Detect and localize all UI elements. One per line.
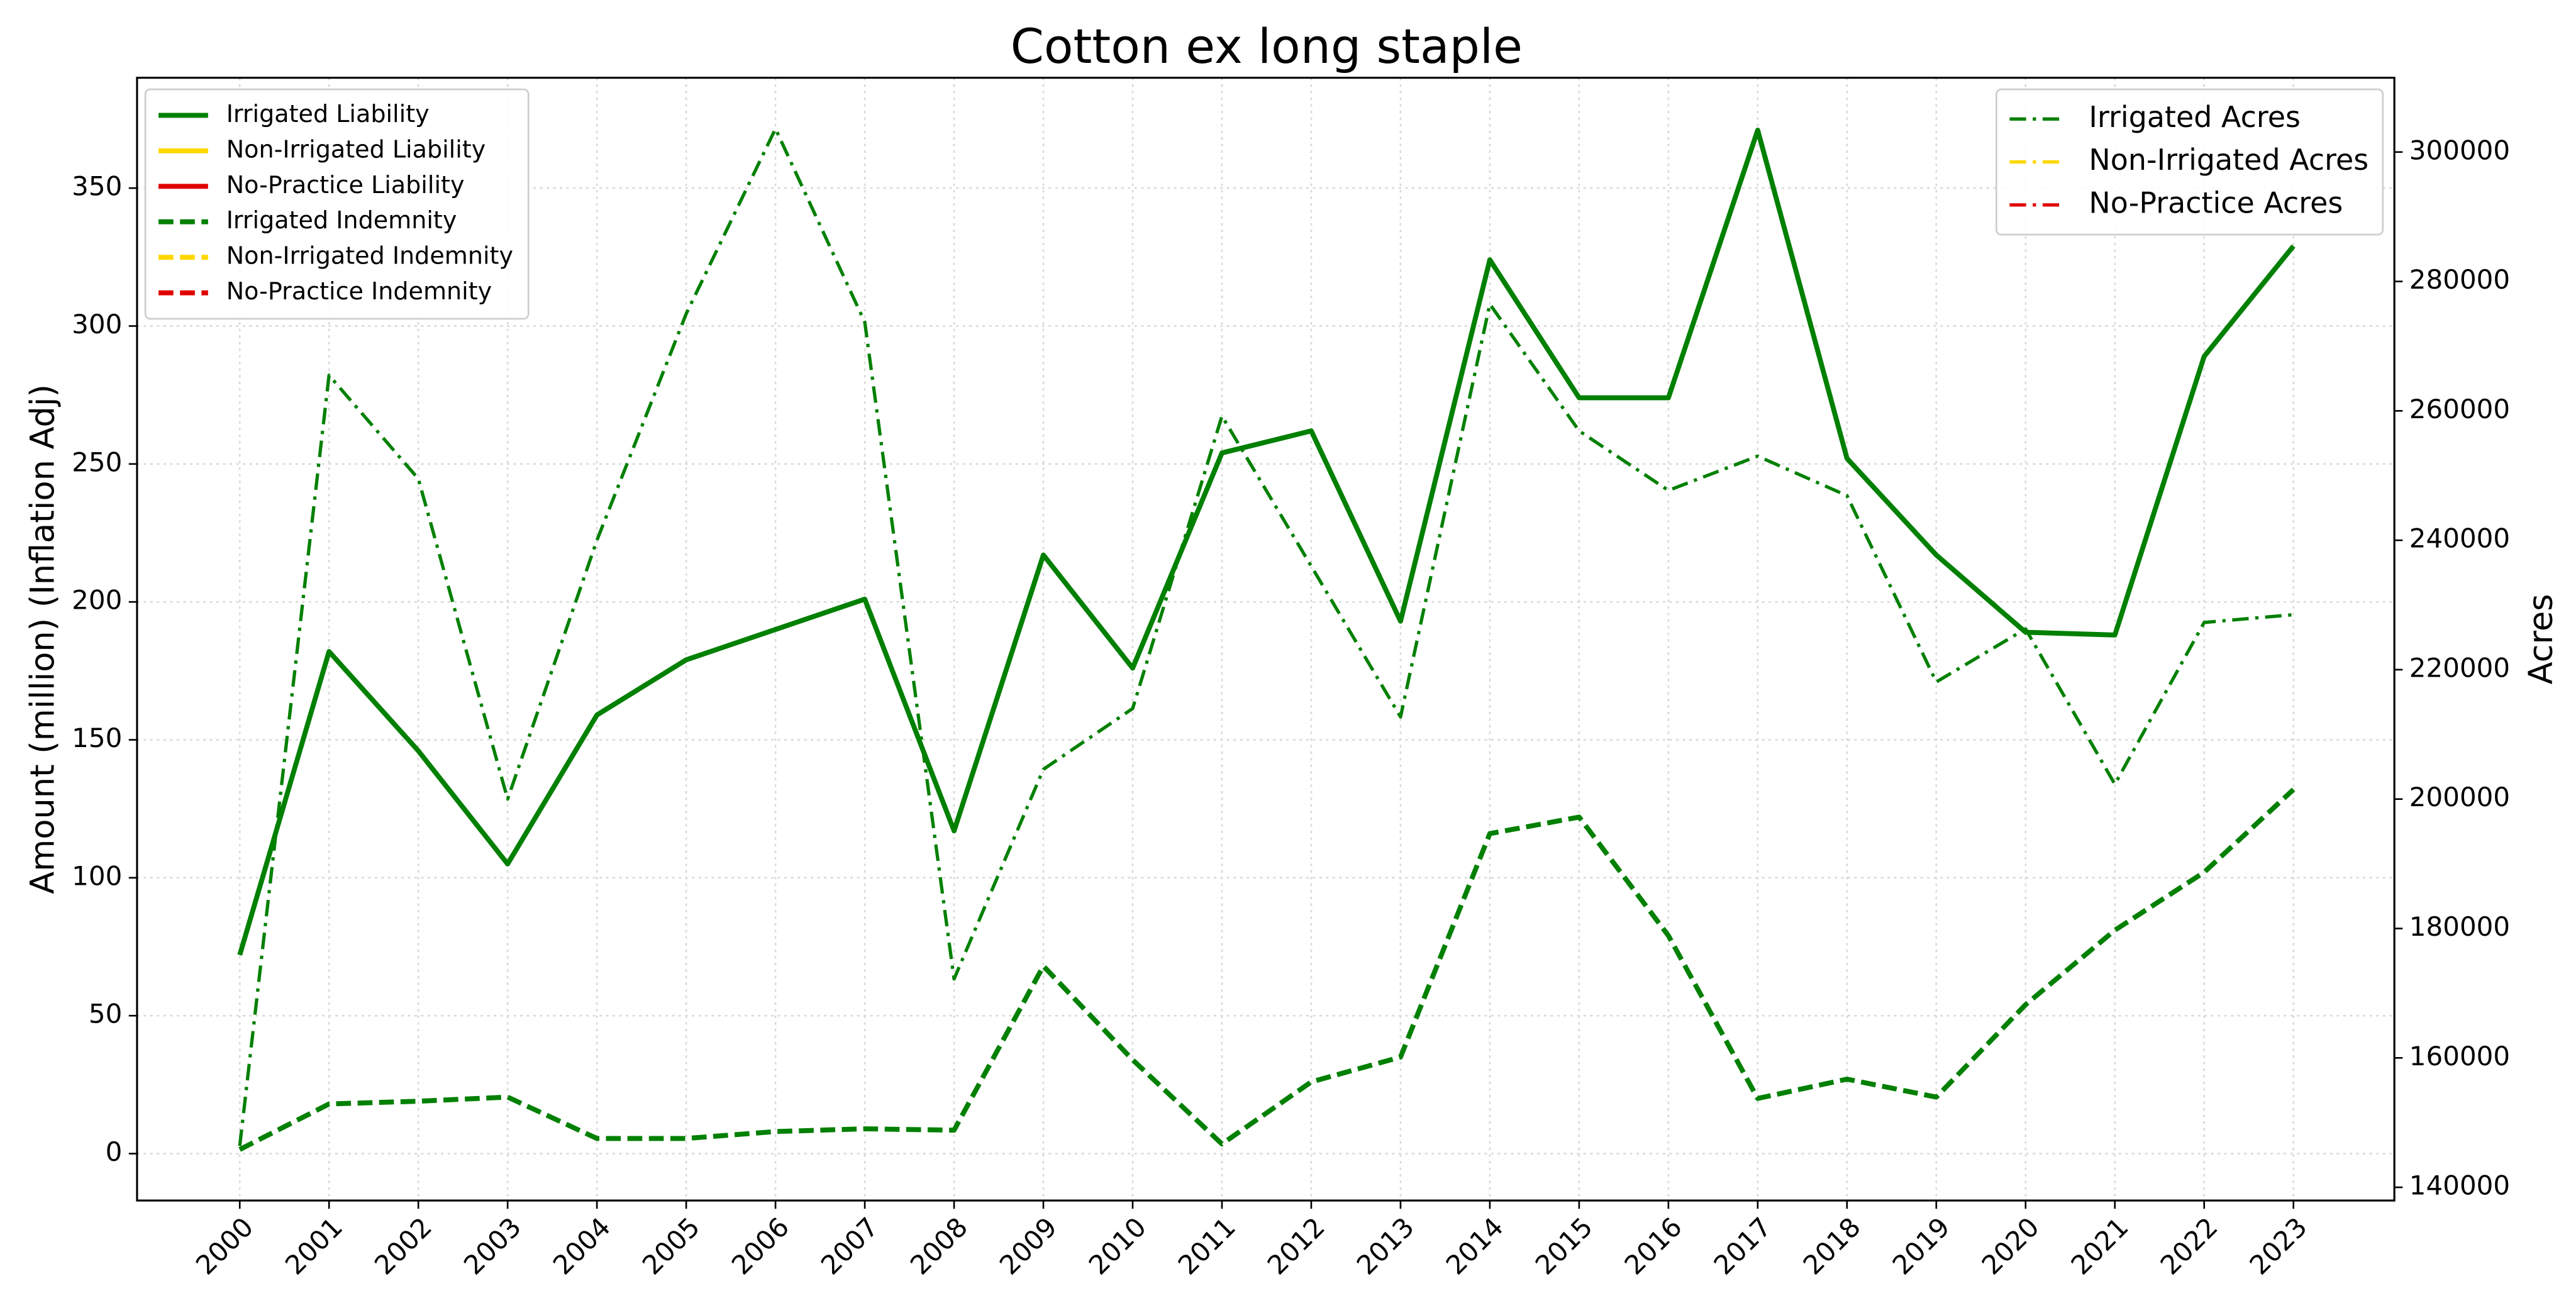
y2-tick-label: 140000 bbox=[2409, 1170, 2510, 1201]
series-line bbox=[238, 127, 2294, 1146]
y2-tick-label: 200000 bbox=[2409, 782, 2510, 812]
legend-label: Irrigated Liability bbox=[226, 100, 430, 128]
y-tick-label: 250 bbox=[72, 446, 122, 477]
legend-label: No-Practice Acres bbox=[2089, 186, 2343, 219]
y-tick-label: 350 bbox=[72, 171, 122, 202]
y-tick-label: 100 bbox=[72, 860, 122, 891]
y2-tick-label: 160000 bbox=[2409, 1041, 2510, 1072]
y-tick-label: 50 bbox=[89, 999, 122, 1029]
y2-tick-label: 240000 bbox=[2409, 523, 2510, 554]
legend-label: Non-Irrigated Indemnity bbox=[226, 242, 513, 270]
y2-tick-label: 260000 bbox=[2409, 394, 2510, 424]
plot-frame bbox=[136, 77, 2396, 1202]
legend-label: Non-Irrigated Acres bbox=[2089, 143, 2368, 177]
legend-label: Irrigated Acres bbox=[2089, 100, 2301, 134]
legend-box bbox=[144, 88, 530, 320]
legend-box bbox=[1996, 88, 2384, 236]
y2-axis-label: Acres bbox=[2522, 594, 2560, 684]
legend-label: No-Practice Liability bbox=[226, 171, 465, 199]
series-line bbox=[238, 787, 2296, 1152]
y-tick-label: 0 bbox=[106, 1136, 123, 1167]
y-tick-label: 300 bbox=[72, 309, 122, 340]
y2-tick-label: 180000 bbox=[2409, 911, 2510, 942]
y2-tick-label: 300000 bbox=[2409, 135, 2510, 165]
series-line bbox=[237, 128, 2296, 956]
y2-tick-label: 280000 bbox=[2409, 264, 2510, 295]
legend-label: Irrigated Indemnity bbox=[226, 206, 457, 234]
legend-label: Non-Irrigated Liability bbox=[226, 135, 486, 163]
y-tick-label: 150 bbox=[72, 723, 122, 753]
y-axis-label: Amount (million) (Inflation Adj) bbox=[24, 384, 62, 894]
chart-title: Cotton ex long staple bbox=[1011, 18, 1523, 74]
y-tick-label: 200 bbox=[72, 585, 122, 616]
y2-tick-label: 220000 bbox=[2409, 652, 2510, 683]
legend-label: No-Practice Indemnity bbox=[226, 277, 492, 305]
